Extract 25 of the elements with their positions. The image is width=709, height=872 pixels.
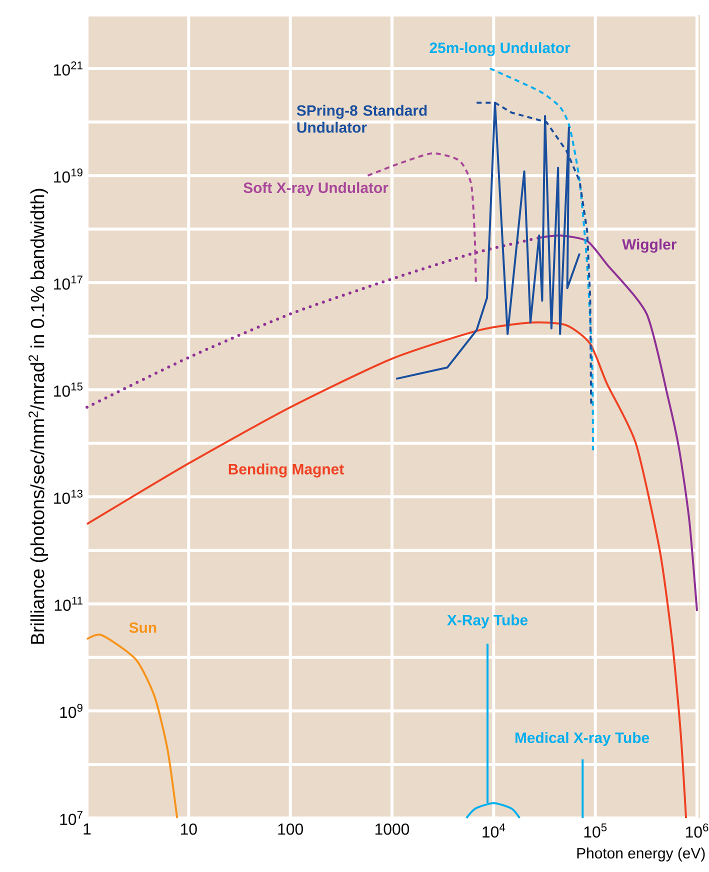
y-tick-label: 10$^{7}$ (60, 810, 82, 826)
y-tick-label: 10$^{21}$ (54, 61, 82, 76)
text: X-Ray Tube (447, 614, 528, 628)
x-tick-label: 10$^{4}$ (482, 824, 506, 838)
y-tick-label: 10$^{19}$ (54, 168, 82, 183)
series-label: Sun (129, 622, 156, 633)
x-tick-label: 100 (278, 824, 303, 835)
text: SPring-8 Standard Undulator (296, 104, 427, 133)
series-label: Bending Magnet (228, 463, 344, 478)
x-tick-label: 10$^{5}$ (584, 824, 607, 838)
x-tick-label: 1 (84, 824, 91, 834)
annotation: Medical X-ray Tube (516, 732, 650, 746)
y-axis-title: Brilliance (photons/sec/mm$^{2}$/mrad$^{2}$ in 0.1% bandwidth) (28, 188, 48, 644)
series-label: Wiggler (622, 238, 676, 253)
series-label: Soft X-ray Undulator (244, 182, 388, 196)
y-tick-label: 10$^{17}$ (54, 276, 82, 290)
x-tick-label: 10 (181, 824, 197, 835)
y-tick-label: 10$^{13}$ (54, 490, 82, 504)
y-tick-label: 10$^{15}$ (54, 382, 83, 397)
y-tick-label: 10$^{11}$ (54, 596, 82, 611)
x-axis-title: Photon energy (eV) (577, 848, 705, 862)
y-tick-label: 10$^{9}$ (60, 704, 82, 718)
x-tick-label: 10$^{6}$ (686, 824, 708, 838)
x-tick-label: 1000 (375, 824, 410, 835)
series-label: 25m-long Undulator (430, 42, 570, 56)
